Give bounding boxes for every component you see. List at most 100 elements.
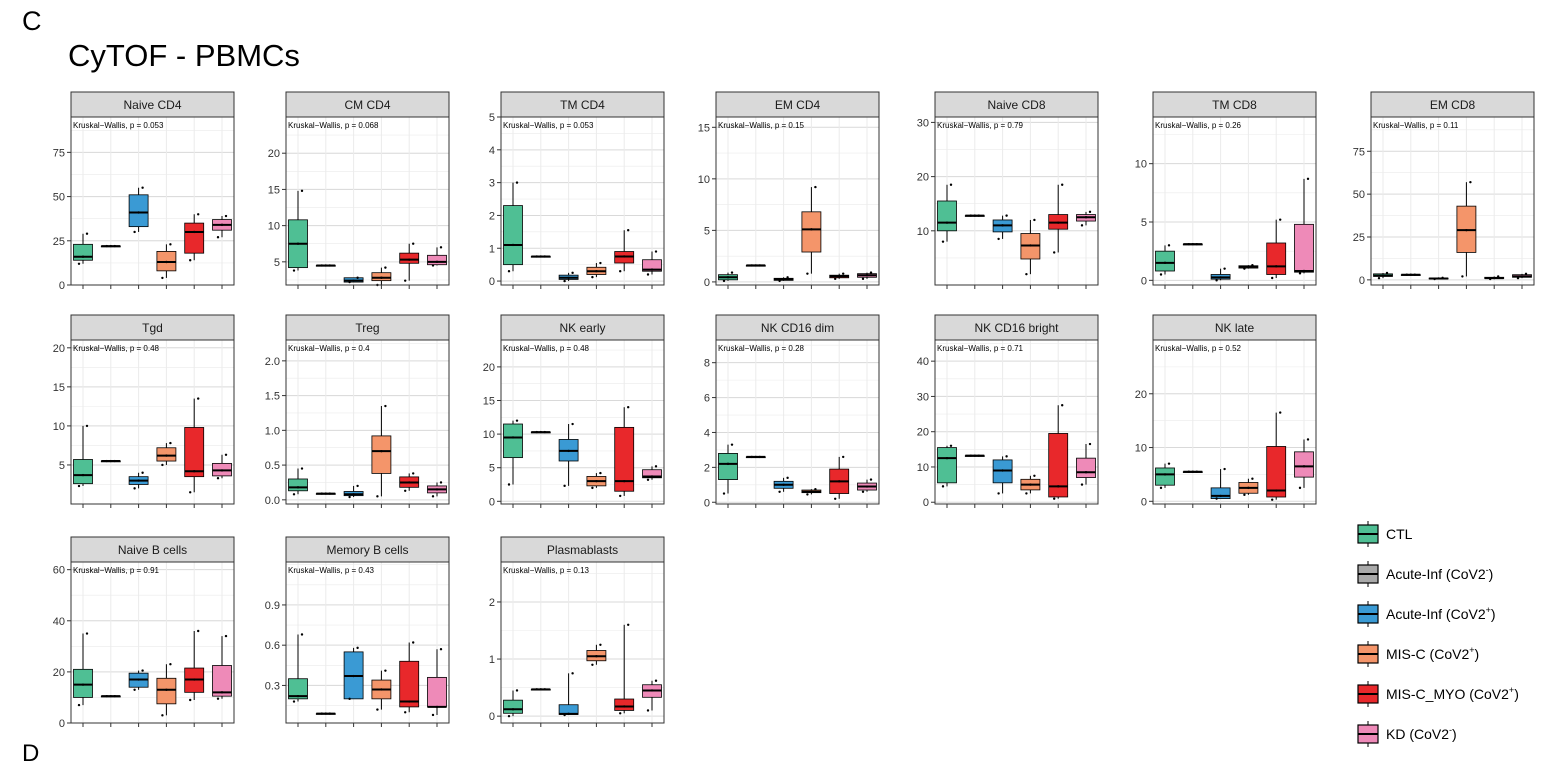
data-point: [810, 228, 813, 231]
data-point: [1489, 277, 1492, 281]
facet-title: NK early: [559, 321, 605, 335]
data-point: [1493, 276, 1496, 280]
y-tick-label: 3: [489, 178, 495, 190]
facet-strip: [285, 91, 450, 118]
legend-label-sup: +: [1469, 645, 1474, 655]
plot-area: [286, 562, 449, 723]
box-mis-c-myo-cov2: [399, 242, 420, 282]
y-tick-label: 0: [1141, 275, 1147, 287]
y-tick-label: 20: [917, 172, 929, 184]
y-tick-label: 1.5: [265, 391, 280, 403]
data-point: [356, 484, 359, 488]
data-point: [141, 471, 144, 474]
data-point: [328, 492, 331, 495]
y-tick-label: 40: [53, 616, 65, 628]
data-point: [324, 712, 327, 715]
facet-treg: 0.0 0.5 1.0 1.5 2.0 Treg Kruskal−Wallis, p = 0…: [265, 314, 450, 508]
plot-area: [501, 340, 664, 504]
data-point: [1057, 485, 1060, 488]
data-point: [511, 243, 515, 247]
legend-label-text: Acute-Inf (CoV2: [1386, 606, 1486, 622]
box-iqr: [503, 205, 523, 266]
y-tick-label: 20: [53, 667, 65, 679]
data-point: [216, 236, 220, 239]
facet-strip: [500, 536, 665, 563]
y-tick-label: 0.5: [265, 460, 280, 472]
data-point: [1005, 214, 1008, 217]
data-point: [1167, 462, 1171, 465]
facet-memory-b-cells: 0.3 0.6 0.9 Memory B cells Kruskal−Wallis, p…: [265, 536, 450, 727]
data-point: [85, 232, 89, 235]
box-acute-inf-cov2: [128, 669, 149, 691]
data-point: [563, 713, 566, 717]
facet-strip: [285, 536, 450, 563]
data-point: [1433, 277, 1436, 281]
facet-strip: [285, 314, 450, 341]
y-tick-label: 0.3: [265, 680, 280, 692]
data-point: [782, 483, 785, 487]
box-acute-inf-cov2: [315, 492, 336, 495]
data-point: [599, 471, 602, 475]
data-point: [193, 230, 196, 234]
box-ctl: [718, 271, 738, 283]
data-point: [1279, 218, 1282, 221]
y-tick-label: 10: [268, 221, 280, 233]
box-iqr: [427, 254, 447, 266]
data-point: [627, 406, 630, 409]
facet-strip: [715, 314, 880, 341]
y-tick-label: 20: [268, 148, 280, 160]
data-point: [619, 494, 622, 498]
legend-item-acute-inf-cov2: Acute-Inf (CoV2-): [1357, 561, 1493, 587]
data-point: [113, 459, 117, 463]
data-point: [1080, 483, 1084, 486]
data-point: [189, 259, 192, 262]
data-point: [161, 714, 164, 717]
data-point: [1524, 272, 1528, 276]
box-acute-inf-cov2: [530, 688, 551, 691]
data-point: [328, 264, 331, 267]
data-point: [300, 189, 304, 193]
box-iqr: [937, 447, 957, 484]
box-mis-c-cov2: [371, 404, 392, 498]
data-point: [431, 713, 435, 717]
kruskal-wallis-annotation: Kruskal−Wallis, p = 0.43: [288, 566, 375, 575]
data-point: [623, 705, 626, 708]
data-point: [220, 223, 224, 227]
y-tick-label: 5: [274, 257, 280, 269]
box-mis-c-cov2: [586, 643, 607, 666]
facet-strip: [70, 314, 235, 341]
y-tick-label: 15: [483, 395, 495, 407]
box-mis-c-cov2: [371, 669, 392, 711]
data-point: [949, 444, 953, 448]
legend-item-ctl: CTL: [1357, 521, 1413, 547]
plot-area: [501, 562, 664, 723]
data-point: [165, 688, 168, 691]
plot-area: [1153, 117, 1316, 285]
data-point: [1385, 271, 1389, 275]
data-point: [1061, 404, 1064, 407]
data-point: [220, 691, 224, 694]
data-point: [997, 492, 1000, 495]
data-point: [591, 275, 594, 279]
y-tick-label: 0: [59, 280, 65, 292]
data-point: [1465, 228, 1468, 232]
data-point: [1409, 273, 1413, 276]
data-point: [730, 443, 734, 446]
data-point: [786, 276, 789, 279]
data-point: [627, 229, 630, 232]
y-tick-label: 60: [53, 565, 65, 577]
y-tick-label: 0.0: [265, 495, 280, 507]
data-point: [348, 697, 351, 701]
kruskal-wallis-annotation: Kruskal−Wallis, p = 0.4: [288, 344, 370, 353]
legend-label-sup: +: [1486, 605, 1491, 615]
kruskal-wallis-annotation: Kruskal−Wallis, p = 0.11: [1373, 121, 1459, 130]
box-kd-cov2: [212, 453, 232, 480]
box-mis-c-myo-cov2: [614, 406, 635, 498]
plot-area: [71, 340, 234, 504]
box-ctl: [503, 419, 523, 486]
kruskal-wallis-annotation: Kruskal−Wallis, p = 0.26: [1155, 121, 1242, 130]
data-point: [1497, 275, 1500, 278]
data-point: [842, 272, 845, 275]
data-point: [197, 397, 200, 400]
